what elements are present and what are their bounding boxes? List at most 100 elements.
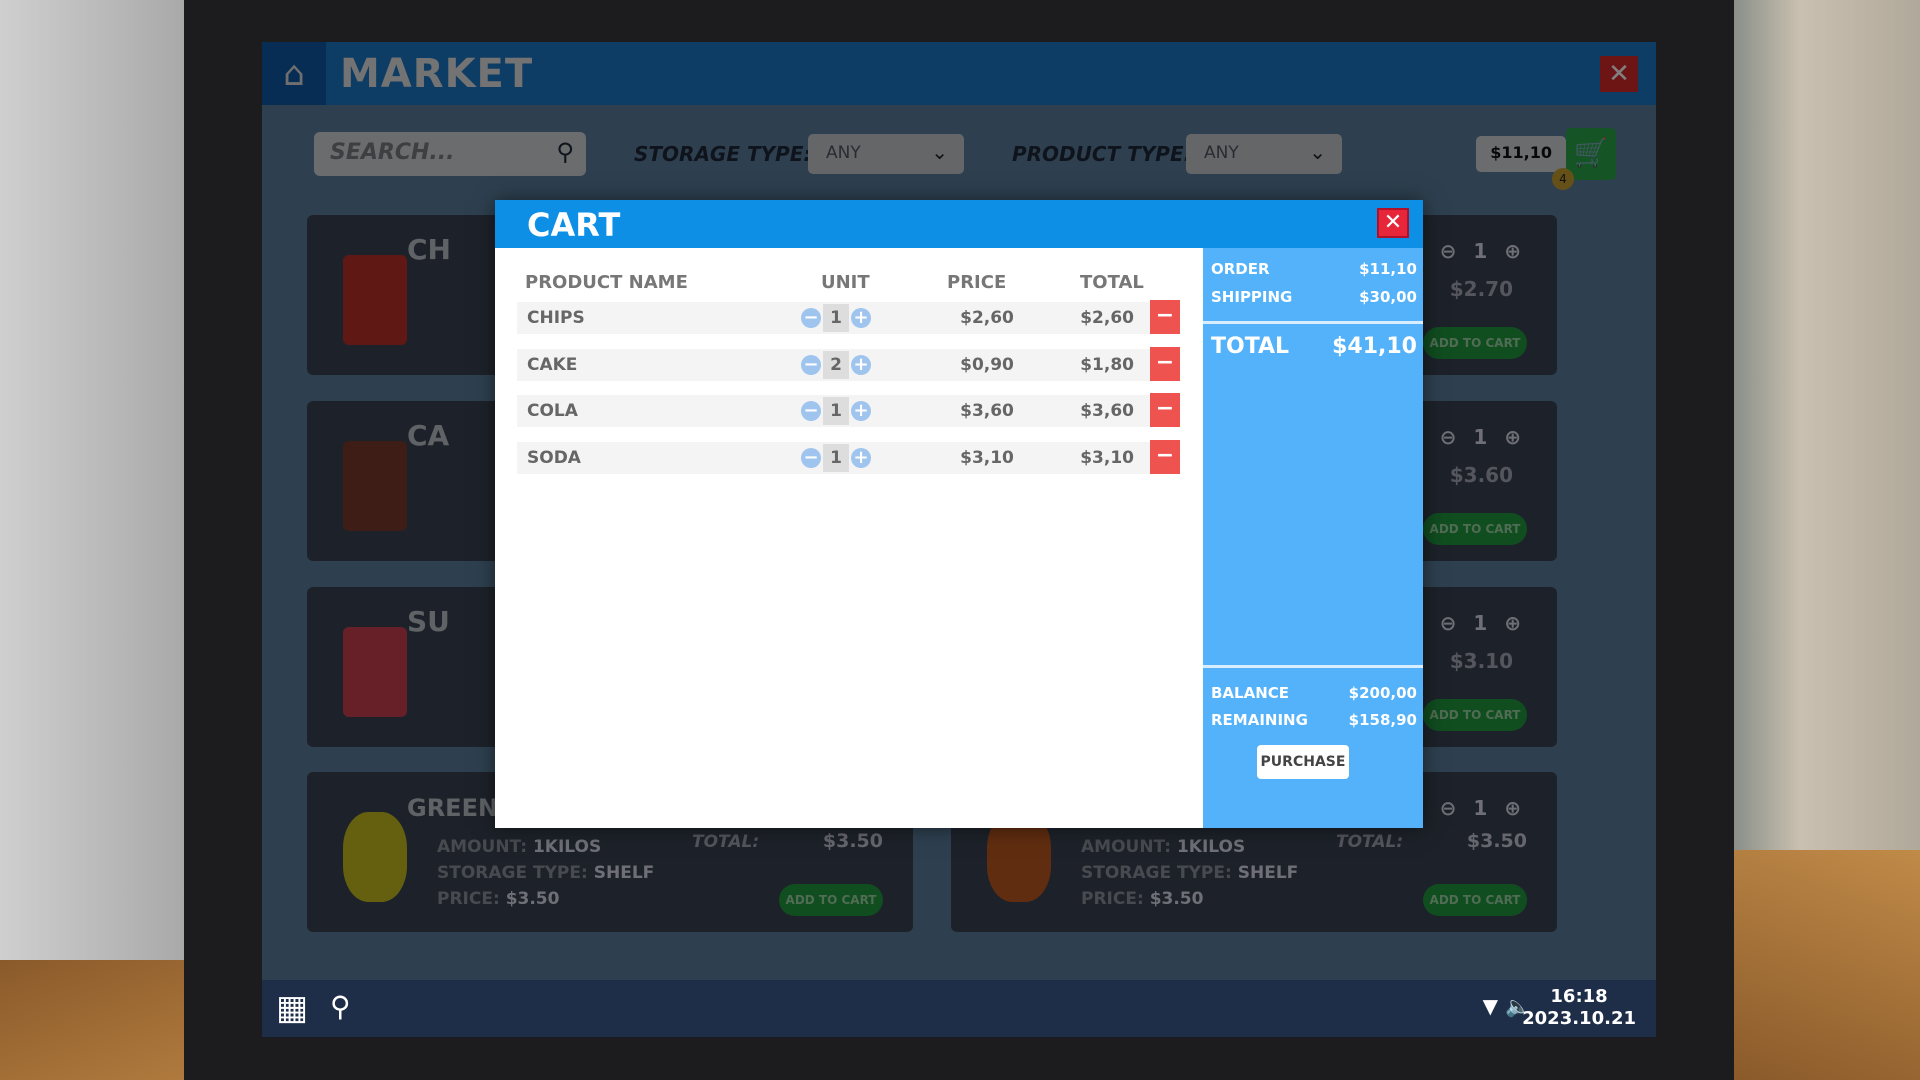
table-row: CHIPS −1 + $2,60 $2,60− — [517, 300, 1180, 334]
cart-count-badge: 4 — [1552, 168, 1574, 190]
product-card: GREEN AMOUNT: 1KILOS STORAGE TYPE: SHELF P… — [307, 772, 913, 932]
storage-type-select[interactable]: ANY ⌄ — [808, 134, 964, 174]
market-header: ⌂ MARKET ✕ — [262, 42, 1656, 105]
product-name: CH — [407, 233, 451, 266]
column-product-name: PRODUCT NAME — [525, 272, 688, 293]
volume-icon[interactable]: 🔈 — [1505, 994, 1530, 1018]
product-info: AMOUNT: 1KILOS STORAGE TYPE: SHELF PRICE: … — [437, 837, 655, 909]
filter-bar: SEARCH... ⚲ STORAGE TYPE: ANY ⌄ PRODUCT TY… — [262, 128, 1656, 190]
total-label: TOTAL: — [692, 832, 760, 852]
add-to-cart-button[interactable]: ADD TO CART — [1423, 327, 1527, 359]
cart-icon[interactable]: 🛒 4 — [1552, 128, 1616, 190]
product-name: SU — [407, 605, 450, 638]
product-info: AMOUNT: 1KILOS STORAGE TYPE: SHELF PRICE: … — [1081, 837, 1299, 909]
cart-amount: $11,10 — [1476, 136, 1566, 172]
product-image — [343, 255, 407, 345]
time: 16:18 — [1550, 986, 1608, 1007]
total-value: $3.50 — [822, 830, 883, 852]
quantity-stepper[interactable]: ⊖ 1 ⊕ — [1439, 611, 1521, 635]
minus-icon[interactable]: − — [801, 448, 821, 468]
shipping-value: $30,00 — [1359, 288, 1417, 306]
product-type-label: PRODUCT TYPE: — [1012, 142, 1192, 166]
add-to-cart-button[interactable]: ADD TO CART — [1423, 513, 1527, 545]
order-summary: ORDER $11,10 SHIPPING $30,00 TOTAL $41,1… — [1203, 248, 1423, 828]
floor — [0, 960, 184, 1080]
product-name: CAKE — [527, 355, 578, 375]
add-to-cart-button[interactable]: ADD TO CART — [779, 884, 883, 916]
remove-item-button[interactable]: − — [1150, 440, 1180, 474]
market-title: MARKET — [340, 50, 534, 97]
remove-item-button[interactable]: − — [1150, 300, 1180, 334]
basket-icon: ⌂ — [262, 42, 326, 105]
unit-price: $3,10 — [960, 448, 1014, 468]
minus-icon[interactable]: − — [801, 355, 821, 375]
line-total: $1,80 — [1080, 355, 1134, 375]
quantity-stepper[interactable]: ⊖ 1 ⊕ — [1439, 796, 1521, 820]
product-image — [343, 627, 407, 717]
product-name: SODA — [527, 448, 581, 468]
product-type-value: ANY — [1204, 143, 1239, 163]
product-name: CHIPS — [527, 308, 585, 328]
remove-item-button[interactable]: − — [1150, 347, 1180, 381]
column-unit: UNIT — [821, 272, 870, 293]
order-value: $11,10 — [1359, 260, 1417, 278]
table-row: SODA −1 + $3,10 $3,10− — [517, 440, 1180, 474]
minus-icon[interactable]: − — [801, 308, 821, 328]
cart-dialog: CART ✕ PRODUCT NAME UNIT PRICE TOTAL CHI… — [495, 200, 1423, 828]
plus-icon[interactable]: + — [851, 355, 871, 375]
product-name: COLA — [527, 401, 578, 421]
quantity-stepper[interactable]: ⊖ 1 ⊕ — [1439, 239, 1521, 263]
product-price: $3.60 — [1449, 463, 1513, 487]
unit-price: $2,60 — [960, 308, 1014, 328]
column-price: PRICE — [947, 272, 1007, 293]
purchase-button[interactable]: PURCHASE — [1257, 745, 1349, 779]
chevron-down-icon: ⌄ — [1309, 140, 1326, 164]
order-label: ORDER — [1211, 260, 1270, 278]
line-total: $3,10 — [1080, 448, 1134, 468]
product-price: $3.10 — [1449, 649, 1513, 673]
balance-label: BALANCE — [1211, 684, 1290, 702]
close-icon[interactable]: ✕ — [1377, 208, 1409, 238]
line-total: $2,60 — [1080, 308, 1134, 328]
search-icon[interactable]: ⚲ — [556, 138, 574, 166]
add-to-cart-button[interactable]: ADD TO CART — [1423, 699, 1527, 731]
plus-icon[interactable]: + — [851, 448, 871, 468]
cart-button[interactable]: $11,10 🛒 4 — [1476, 128, 1616, 190]
plus-icon[interactable]: + — [851, 401, 871, 421]
unit-price: $0,90 — [960, 355, 1014, 375]
balance-value: $200,00 — [1348, 684, 1417, 702]
column-total: TOTAL — [1080, 272, 1144, 293]
cart-header: CART ✕ — [495, 200, 1423, 248]
cart-title: CART — [527, 206, 621, 244]
total-label: TOTAL — [1211, 334, 1290, 359]
product-type-select[interactable]: ANY ⌄ — [1186, 134, 1342, 174]
divider — [1203, 321, 1423, 324]
wifi-icon[interactable]: ▼ — [1482, 994, 1498, 1018]
product-image — [343, 441, 407, 531]
plus-icon[interactable]: + — [851, 308, 871, 328]
table-row: COLA −1 + $3,60 $3,60− — [517, 393, 1180, 427]
add-to-cart-button[interactable]: ADD TO CART — [1423, 884, 1527, 916]
taskbar: ▦ ⚲ ▼ 🔈 16:18 2023.10.21 — [262, 980, 1656, 1037]
market-close-button[interactable]: ✕ — [1600, 56, 1638, 92]
total-value: $3.50 — [1466, 830, 1527, 852]
start-menu-icon[interactable]: ▦ — [276, 988, 309, 1028]
minus-icon[interactable]: − — [801, 401, 821, 421]
remaining-value: $158,90 — [1348, 711, 1417, 729]
product-price: $2.70 — [1449, 277, 1513, 301]
unit-price: $3,60 — [960, 401, 1014, 421]
product-image — [343, 812, 407, 902]
chevron-down-icon: ⌄ — [931, 140, 948, 164]
divider — [1203, 665, 1423, 668]
search-icon[interactable]: ⚲ — [330, 990, 351, 1023]
search-input[interactable]: SEARCH... ⚲ — [314, 132, 586, 176]
total-value: $41,10 — [1332, 334, 1417, 359]
total-label: TOTAL: — [1336, 832, 1404, 852]
date: 2023.10.21 — [1522, 1008, 1636, 1029]
product-name: CA — [407, 419, 450, 452]
table-row: CAKE −2 + $0,90 $1,80− — [517, 347, 1180, 381]
remaining-label: REMAINING — [1211, 711, 1308, 729]
quantity-stepper[interactable]: ⊖ 1 ⊕ — [1439, 425, 1521, 449]
product-name: GREEN — [407, 794, 499, 822]
remove-item-button[interactable]: − — [1150, 393, 1180, 427]
